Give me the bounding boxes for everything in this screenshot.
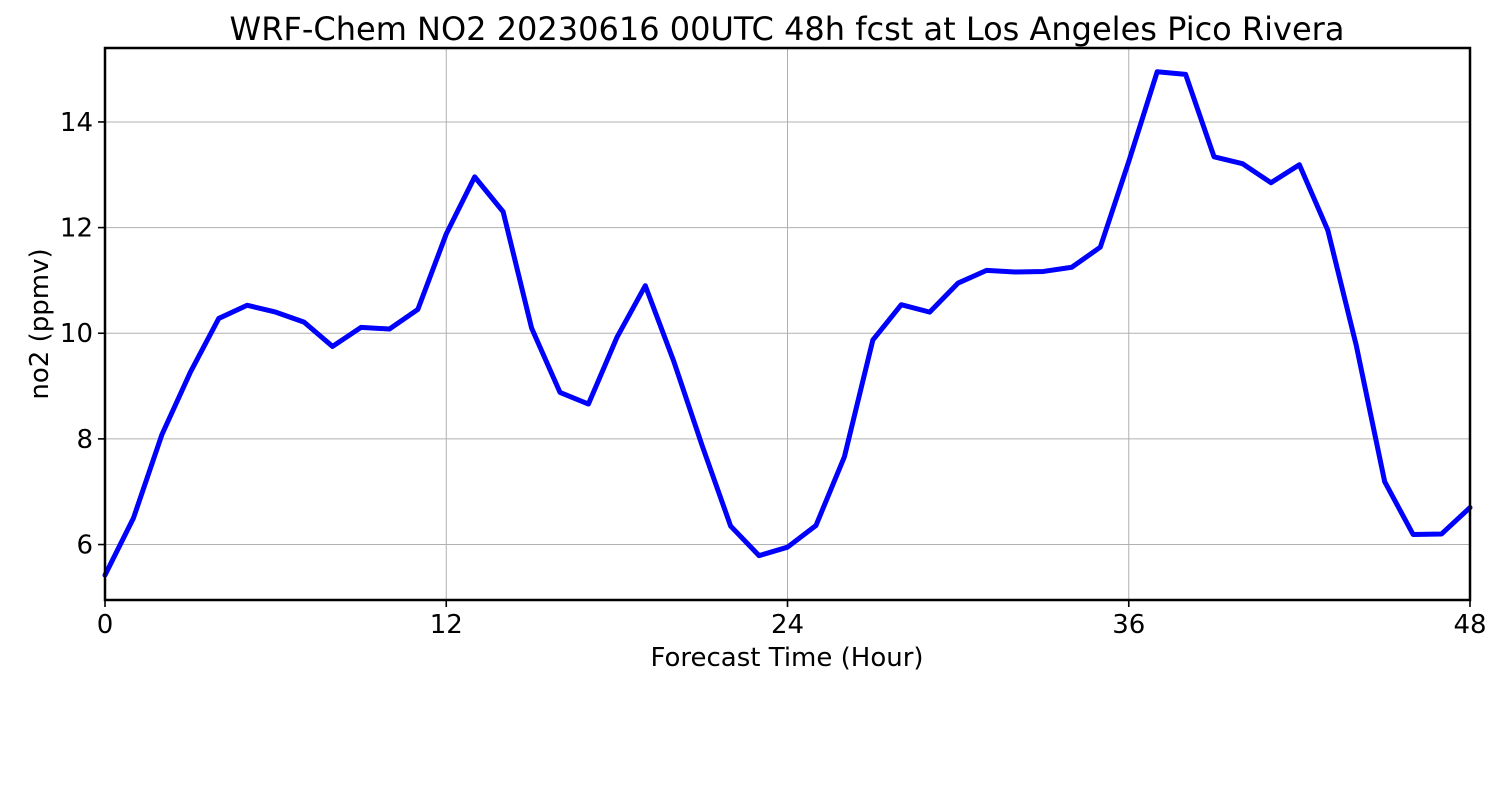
x-tick-label: 0 — [97, 610, 114, 640]
y-tick-label: 12 — [60, 214, 93, 244]
x-tick-label: 36 — [1112, 610, 1145, 640]
y-tick-label: 8 — [76, 425, 93, 455]
y-axis-label: no2 (ppmv) — [25, 248, 55, 399]
x-tick-label: 24 — [771, 610, 804, 640]
y-tick-label: 14 — [60, 108, 93, 138]
x-tick-label: 12 — [430, 610, 463, 640]
y-tick-label: 10 — [60, 319, 93, 349]
x-axis-label: Forecast Time (Hour) — [650, 643, 923, 673]
y-tick-label: 6 — [76, 531, 93, 561]
x-tick-label: 48 — [1453, 610, 1486, 640]
no2-series-line — [102, 69, 1473, 578]
chart-title: WRF-Chem NO2 20230616 00UTC 48h fcst at … — [230, 10, 1345, 48]
axis-ticks: 0 12 24 36 48 6 8 10 12 14 — [60, 108, 1487, 640]
